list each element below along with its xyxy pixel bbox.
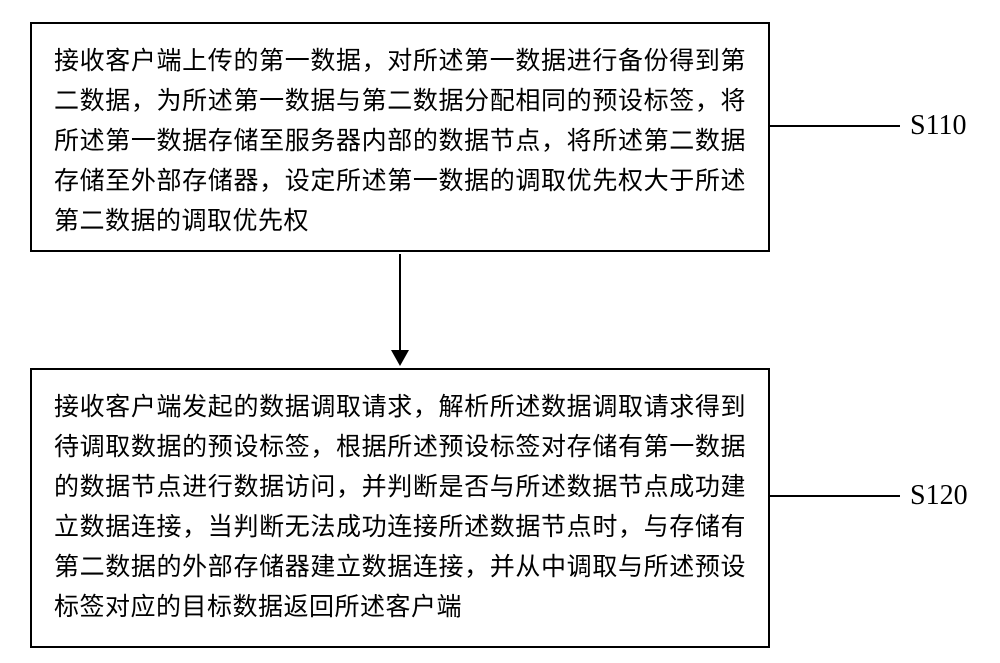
flow-step-s110-text: 接收客户端上传的第一数据，对所述第一数据进行备份得到第二数据，为所述第一数据与第… <box>54 48 746 235</box>
flow-step-s110-label: S110 <box>910 110 967 142</box>
flow-step-s120: 接收客户端发起的数据调取请求，解析所述数据调取请求得到待调取数据的预设标签，根据… <box>30 368 770 648</box>
arrow-line <box>399 254 401 352</box>
flow-step-s110: 接收客户端上传的第一数据，对所述第一数据进行备份得到第二数据，为所述第一数据与第… <box>30 22 770 252</box>
leader-line-s120 <box>770 495 900 497</box>
leader-line-s110 <box>770 125 900 127</box>
flowchart-canvas: 接收客户端上传的第一数据，对所述第一数据进行备份得到第二数据，为所述第一数据与第… <box>0 0 1000 663</box>
flow-step-s120-label: S120 <box>910 480 968 512</box>
flow-step-s120-text: 接收客户端发起的数据调取请求，解析所述数据调取请求得到待调取数据的预设标签，根据… <box>54 394 746 621</box>
arrow-head-icon <box>391 350 409 366</box>
